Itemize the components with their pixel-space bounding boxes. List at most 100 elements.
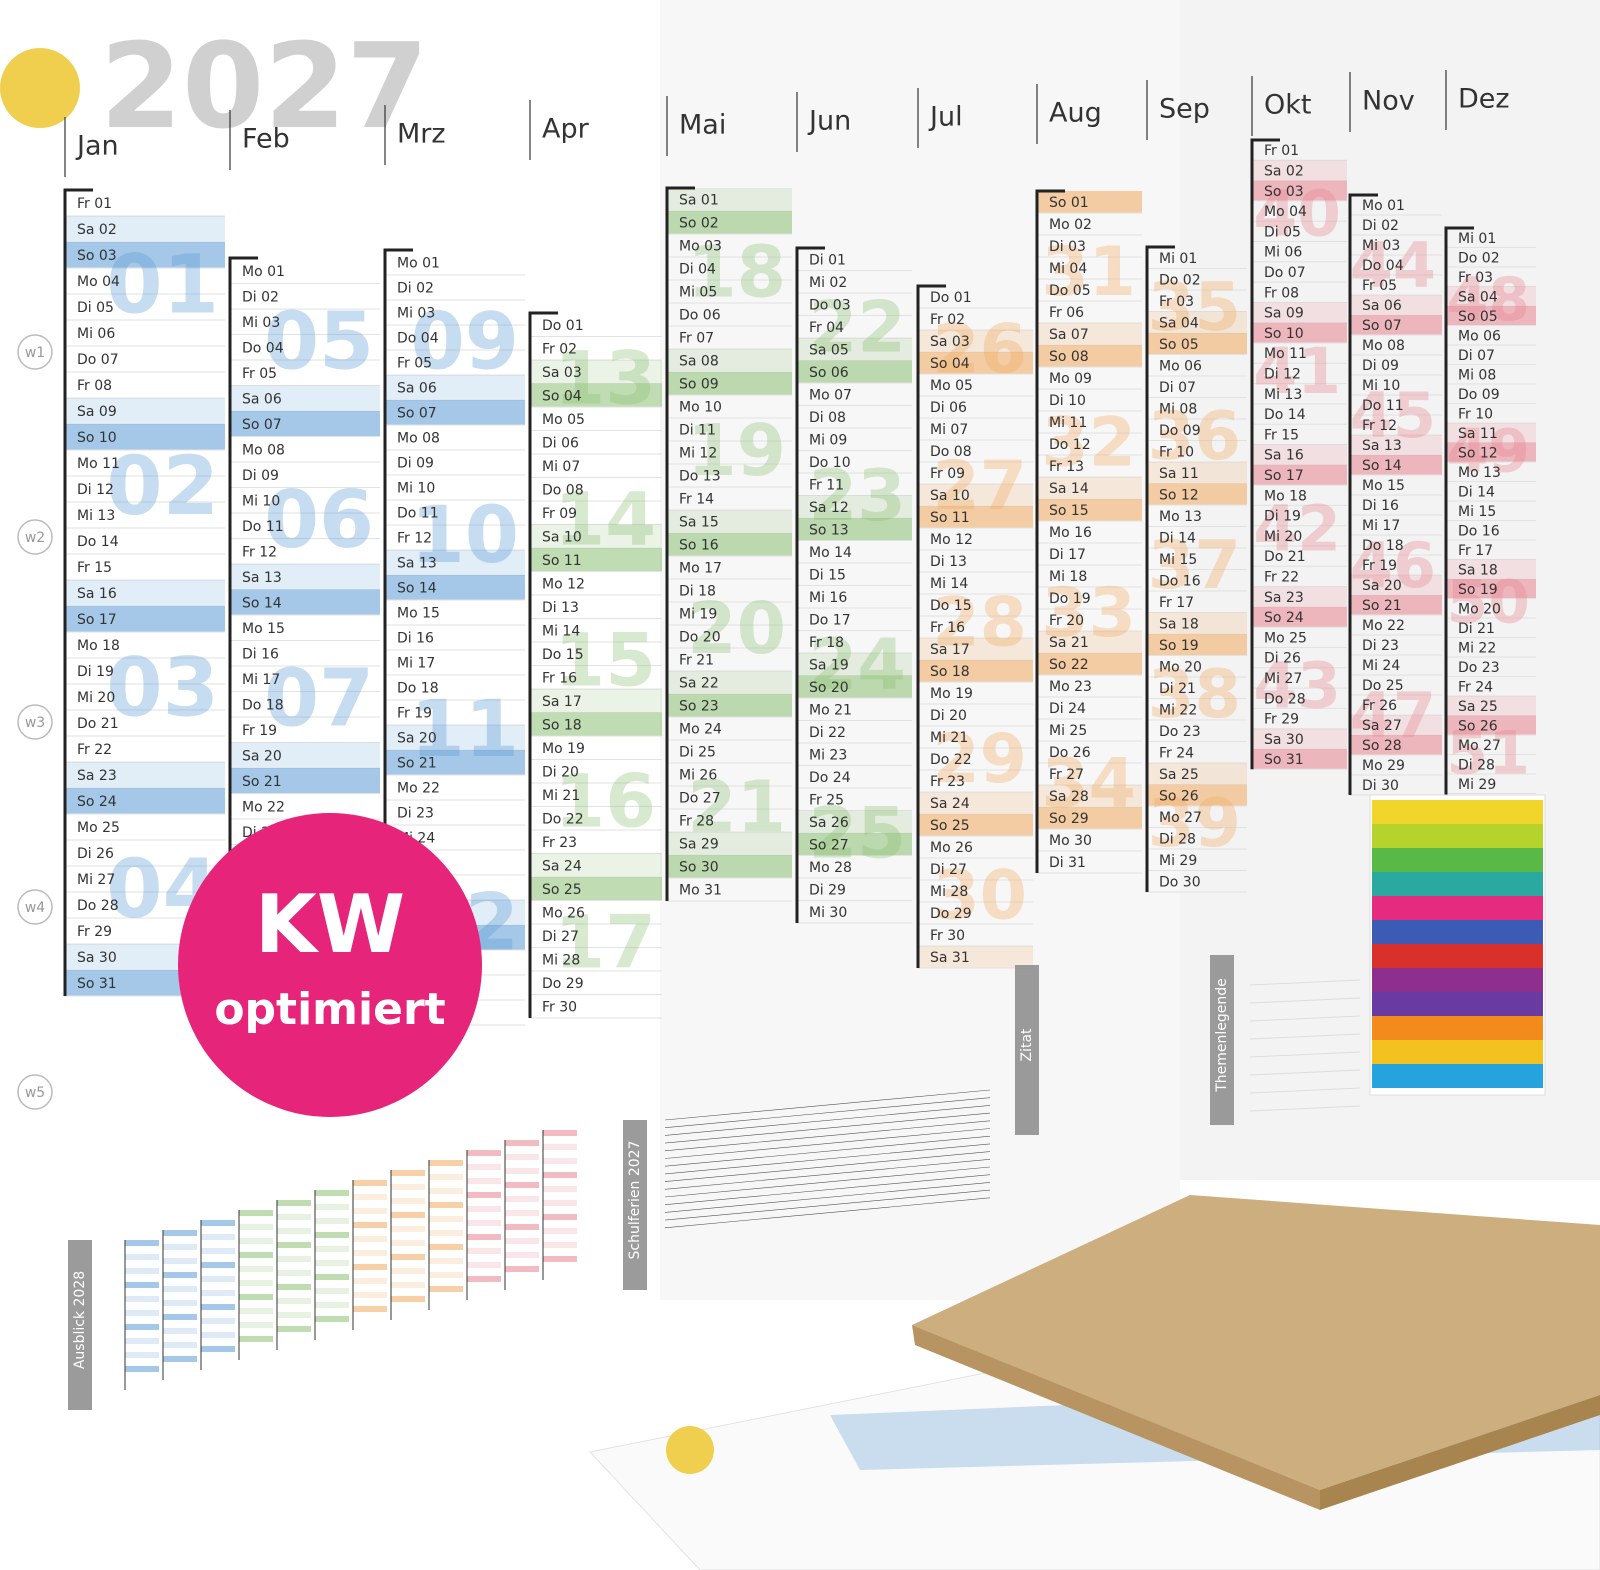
sticker-row <box>1372 824 1543 848</box>
weekend-row <box>667 372 792 395</box>
day-label: Mo 18 <box>77 638 120 654</box>
day-label: Mi 21 <box>930 730 968 746</box>
mini-row <box>353 1222 387 1228</box>
weekend-row <box>667 855 792 878</box>
day-label: Fr 08 <box>1264 285 1299 301</box>
day-label: Fr 18 <box>809 635 844 651</box>
weekend-row <box>530 877 662 901</box>
day-label: Mi 14 <box>930 576 968 592</box>
weekend-row <box>230 385 380 411</box>
weekend-row <box>1037 323 1142 345</box>
week-number: 40 <box>1253 178 1341 251</box>
weekend-row <box>65 580 225 606</box>
mini-row <box>467 1276 501 1282</box>
mini-row <box>239 1266 273 1272</box>
weekend-row <box>1252 464 1347 486</box>
day-label: Mo 04 <box>77 274 120 290</box>
month-bracket <box>1444 226 1474 833</box>
day-label: Fr 24 <box>1458 679 1493 695</box>
weekend-row <box>667 188 792 211</box>
weekend-row <box>918 506 1033 528</box>
day-label: So 14 <box>397 581 437 597</box>
month-column: 18 19 20 21 Sa 01 So 02 Mo 03 Di 04 Mi 05 Do 06 Fr… <box>665 96 792 902</box>
day-label: So 12 <box>1159 487 1199 503</box>
day-label: So 11 <box>542 553 582 569</box>
day-label: Fr 19 <box>242 723 277 739</box>
day-label: Sa 18 <box>1159 616 1199 632</box>
week-marker <box>17 519 53 555</box>
mini-row <box>391 1212 425 1218</box>
sticker-row <box>1372 800 1543 824</box>
day-label: Mo 01 <box>1362 198 1405 214</box>
day-label: Mo 12 <box>930 532 973 548</box>
day-label: Fr 29 <box>1264 712 1299 728</box>
day-label: Do 15 <box>930 598 972 614</box>
weekend-row <box>1037 477 1142 499</box>
weekend-row <box>667 510 792 533</box>
day-label: Do 11 <box>397 506 439 522</box>
week-marker-label: w4 <box>25 900 45 916</box>
table-row <box>664 1089 991 1121</box>
weekend-row <box>1350 295 1442 315</box>
day-label: So 18 <box>930 664 970 680</box>
week-number: 41 <box>1253 335 1341 408</box>
day-label: Fr 19 <box>1362 558 1397 574</box>
day-label: Mi 10 <box>397 481 435 497</box>
mini-row <box>391 1254 425 1260</box>
mini-row <box>125 1240 159 1246</box>
day-label: Fr 09 <box>542 506 577 522</box>
day-label: Mi 26 <box>679 768 717 784</box>
day-label: Fr 05 <box>242 366 277 382</box>
day-label: So 14 <box>242 595 282 611</box>
day-label: Do 08 <box>542 482 584 498</box>
day-label: Mi 10 <box>242 493 280 509</box>
day-label: Mi 14 <box>542 623 580 639</box>
weekend-row <box>667 533 792 556</box>
weekend-row <box>918 330 1033 352</box>
day-label: Mo 01 <box>242 264 285 280</box>
day-label: Mi 17 <box>397 656 435 672</box>
day-label: Do 23 <box>1159 724 1201 740</box>
day-label: Mi 17 <box>1362 518 1400 534</box>
day-label: Mo 12 <box>542 576 585 592</box>
day-label: Mo 13 <box>1159 509 1202 525</box>
day-label: Do 14 <box>77 534 119 550</box>
weekend-row <box>65 788 225 814</box>
mini-row <box>277 1200 311 1206</box>
day-label: Do 01 <box>930 290 972 306</box>
mini-row <box>391 1198 425 1204</box>
table-row <box>664 1166 991 1198</box>
day-label: Fr 17 <box>1159 595 1194 611</box>
month-bracket <box>916 284 946 968</box>
day-label: Mi 24 <box>1362 658 1400 674</box>
week-number: 45 <box>1350 379 1436 452</box>
day-label: Fr 16 <box>930 620 965 636</box>
mini-row <box>125 1352 159 1358</box>
month-column: 35 36 37 38 39 Mi 01 Do 02 Fr 03 Sa 04 So 05 Mo 06… <box>1145 80 1247 893</box>
day-label: Fr 11 <box>809 477 844 493</box>
day-label: Sa 11 <box>1458 426 1498 442</box>
label-tab <box>1210 955 1234 1125</box>
day-label: Do 20 <box>679 630 721 646</box>
box-side <box>1320 1395 1600 1510</box>
day-label: Fr 01 <box>1264 143 1299 159</box>
week-number: 23 <box>809 455 906 537</box>
week-marker-label: w2 <box>25 530 45 546</box>
mini-row <box>125 1296 159 1302</box>
mini-row <box>467 1234 501 1240</box>
mini-row <box>505 1224 539 1230</box>
day-label: Do 12 <box>1049 437 1091 453</box>
day-label: Do 22 <box>930 752 972 768</box>
sticker-row <box>1372 968 1543 992</box>
weekend-row <box>797 518 912 541</box>
mini-row <box>239 1294 273 1300</box>
week-number: 32 <box>1041 403 1136 482</box>
day-label: Do 01 <box>542 318 584 334</box>
day-label: Fr 21 <box>679 653 714 669</box>
day-label: Fr 05 <box>397 356 432 372</box>
day-label: Di 19 <box>1264 509 1301 525</box>
day-label: So 12 <box>1458 445 1498 461</box>
day-label: Fr 02 <box>930 312 965 328</box>
day-label: Mi 30 <box>809 905 847 921</box>
label-tab <box>623 1120 647 1290</box>
